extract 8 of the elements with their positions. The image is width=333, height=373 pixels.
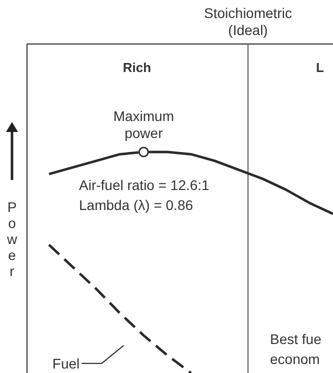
text: Stoichiometric (Ideal) [204,5,292,38]
text: L [316,60,324,75]
y-axis-title: Power [6,199,18,279]
legend-label: Fuel [52,355,80,372]
annotation: Best fue econom [270,331,322,367]
text: Rich [122,60,152,75]
annotation: Air-fuel ratio = 12.6:1 Lambda (λ) = 0.86 [79,177,210,213]
text: Maximum power [113,108,174,141]
